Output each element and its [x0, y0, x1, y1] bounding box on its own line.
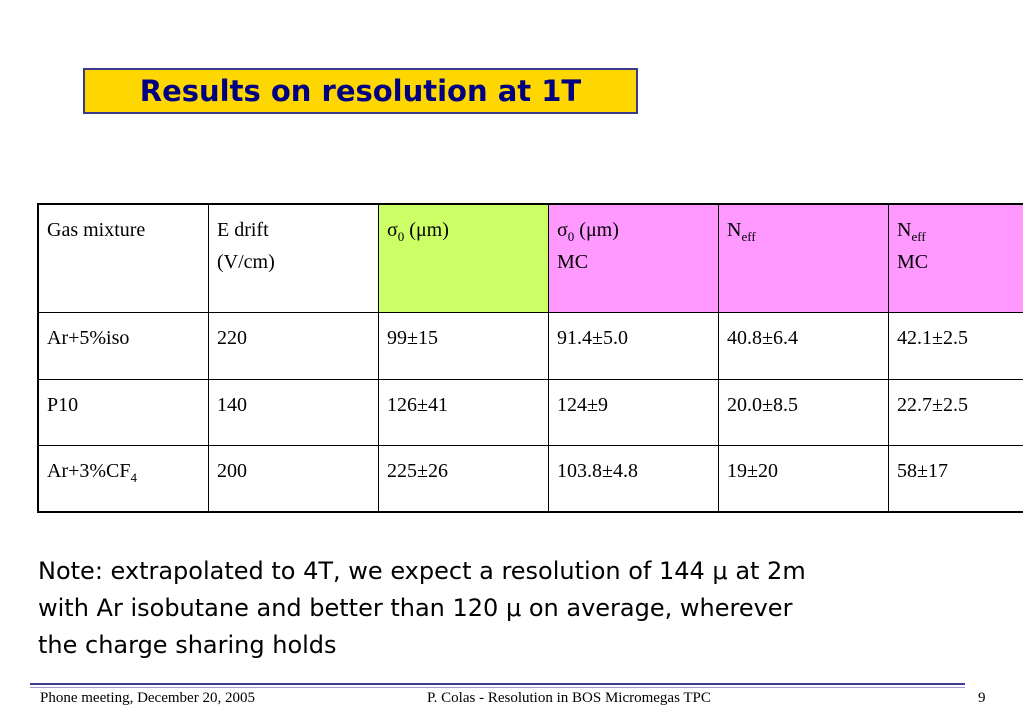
cell: 126±41 — [378, 378, 549, 446]
cell: Ar+5%iso — [37, 311, 209, 380]
cell: 200 — [208, 444, 379, 513]
cell-text: E drift — [217, 219, 269, 241]
cell: 99±15 — [378, 311, 549, 380]
cell: Ar+3%CF4 — [37, 444, 209, 513]
cell-text: 126±41 — [387, 393, 448, 416]
header-cell: Gas mixture — [37, 203, 209, 313]
note-line: with Ar isobutane and better than 120 μ … — [38, 594, 793, 622]
header-cell: σ0 (μm) — [378, 203, 549, 313]
cell-text: MC — [897, 251, 929, 273]
cell: 42.1±2.5 — [888, 311, 1023, 380]
cell: 22.7±2.5 — [888, 378, 1023, 446]
footer-rule — [30, 687, 965, 688]
cell-text: 20.0±8.5 — [727, 393, 798, 416]
table-body: Gas mixture E drift (V/cm) σ0 (μm) σ0 (μm) MC… — [37, 203, 1023, 513]
results-table: Gas mixture E drift (V/cm) σ0 (μm) σ0 (μm) MC… — [37, 203, 1023, 513]
note-line: Note: extrapolated to 4T, we expect a re… — [38, 557, 806, 585]
cell: 58±17 — [888, 444, 1023, 513]
cell-text: 103.8±4.8 — [557, 459, 638, 482]
cell-text: P10 — [47, 393, 79, 416]
header-row: Gas mixture E drift (V/cm) σ0 (μm) σ0 (μm) MC… — [37, 203, 1023, 313]
cell-text: N — [897, 219, 912, 241]
cell: 20.0±8.5 — [718, 378, 889, 446]
header-cell: Neff — [718, 203, 889, 313]
header-cell: σ0 (μm) MC — [548, 203, 719, 313]
subscript: 0 — [397, 229, 405, 244]
cell-text: (μm) — [404, 219, 449, 241]
cell: 103.8±4.8 — [548, 444, 719, 513]
cell-text: 42.1±2.5 — [897, 326, 968, 349]
cell: 124±9 — [548, 378, 719, 446]
slide-title: Results on resolution at 1T — [83, 68, 638, 114]
cell-text: N — [727, 219, 742, 241]
cell-text: σ — [387, 219, 398, 241]
cell-text: (μm) — [574, 219, 619, 241]
cell-text: Ar+3%CF — [47, 459, 131, 482]
note: Note: extrapolated to 4T, we expect a re… — [38, 553, 806, 664]
row: P10 140 126±41 124±9 20.0±8.5 22.7±2.5 — [37, 378, 1023, 446]
header-cell: Neff MC — [888, 203, 1023, 313]
row: Ar+3%CF4 200 225±26 103.8±4.8 19±20 58±17 — [37, 444, 1023, 513]
cell: 91.4±5.0 — [548, 311, 719, 380]
cell: 140 — [208, 378, 379, 446]
footer-center: P. Colas - Resolution in BOS Micromegas … — [427, 690, 711, 706]
cell: P10 — [37, 378, 209, 446]
cell-text: MC — [557, 251, 589, 273]
footer-left: Phone meeting, December 20, 2005 — [40, 690, 255, 706]
cell-text: 225±26 — [387, 459, 448, 482]
subscript: 4 — [130, 469, 138, 485]
subscript: eff — [741, 229, 756, 244]
cell-text: (V/cm) — [217, 251, 275, 273]
footer-rule — [30, 683, 965, 685]
row: Ar+5%iso 220 99±15 91.4±5.0 40.8±6.4 42.1±2.5 — [37, 311, 1023, 380]
subscript: 0 — [567, 229, 575, 244]
subscript: eff — [911, 229, 926, 244]
header-cell: E drift (V/cm) — [208, 203, 379, 313]
cell-text: 19±20 — [727, 459, 778, 482]
note-line: the charge sharing holds — [38, 631, 337, 659]
cell-text: Ar+5%iso — [47, 326, 130, 349]
cell-text: Gas mixture — [47, 219, 146, 241]
cell-text: 220 — [217, 326, 247, 349]
cell: 225±26 — [378, 444, 549, 513]
page-number: 9 — [978, 690, 986, 706]
cell-text: 22.7±2.5 — [897, 393, 968, 416]
cell: 19±20 — [718, 444, 889, 513]
cell-text: 99±15 — [387, 326, 438, 349]
cell-text: σ — [557, 219, 568, 241]
cell: 220 — [208, 311, 379, 380]
cell-text: 200 — [217, 459, 247, 482]
cell-text: 91.4±5.0 — [557, 326, 628, 349]
cell: 40.8±6.4 — [718, 311, 889, 380]
cell-text: 124±9 — [557, 393, 608, 416]
cell-text: 140 — [217, 393, 247, 416]
cell-text: 58±17 — [897, 459, 948, 482]
cell-text: 40.8±6.4 — [727, 326, 798, 349]
